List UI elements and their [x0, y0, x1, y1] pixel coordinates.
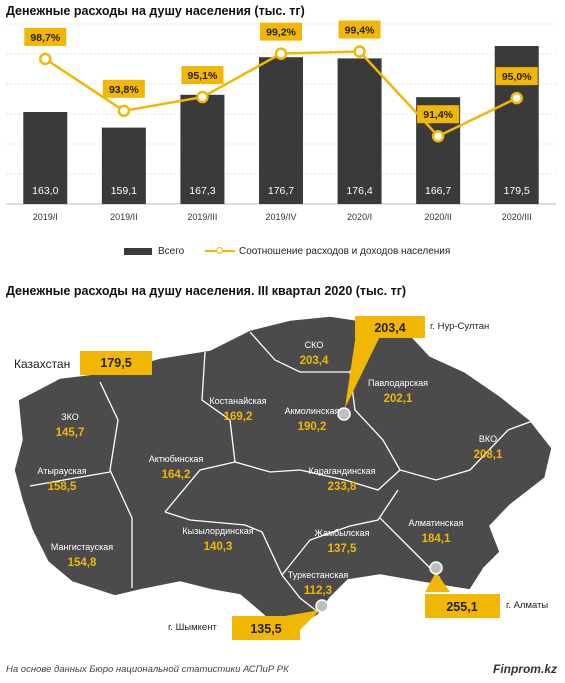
region-name: ЗКО	[61, 412, 79, 422]
brand-label: Finprom.kz	[492, 662, 557, 676]
bar	[180, 94, 225, 204]
bar-value-label: 163,0	[32, 185, 58, 197]
region-name: Алматинская	[409, 518, 464, 528]
region-name: Жамбылская	[315, 528, 370, 538]
bar	[101, 127, 146, 204]
nur-sultan-label: г. Нур-Султан	[430, 321, 490, 332]
region-name: Павлодарская	[368, 378, 428, 388]
x-tick-label: 2019/I	[33, 212, 58, 222]
ratio-label-box	[417, 105, 460, 124]
bar-value-label: 176,7	[268, 185, 294, 197]
almaty-callout	[425, 594, 500, 618]
bar	[337, 58, 382, 205]
x-tick-label: 2019/IV	[265, 212, 296, 222]
region-name: Мангистауская	[51, 542, 113, 552]
region-name: Атырауская	[37, 466, 86, 476]
almaty-label: г. Алматы	[506, 600, 549, 611]
legend: Всего Соотношение расходов и доходов нас…	[124, 246, 450, 257]
map-title: Денежные расходы на душу населения. III …	[6, 284, 407, 298]
ratio-point	[431, 129, 445, 143]
bar-value-label: 159,1	[111, 185, 137, 197]
region-name: Карагандинская	[308, 466, 375, 476]
region-name: Кызылординская	[182, 526, 253, 536]
ratio-label-box	[260, 22, 302, 41]
region-value: 164,2	[162, 469, 191, 481]
region-value: 145,7	[56, 427, 85, 439]
legend-bar-label: Всего	[158, 246, 185, 257]
bar-value-label: 167,3	[189, 185, 215, 197]
region-value: 203,4	[300, 355, 329, 367]
shymkent-pointer	[285, 610, 320, 630]
bar	[23, 112, 68, 204]
region-value: 169,2	[224, 411, 253, 423]
ratio-label-box	[338, 20, 381, 39]
shymkent-callout	[232, 616, 300, 640]
ratio-label-box	[181, 66, 224, 85]
nur-sultan-pointer	[345, 320, 388, 408]
region-value: 202,1	[384, 393, 413, 405]
x-tick-label: 2019/III	[187, 212, 217, 222]
ratio-value-label: 91,4%	[423, 109, 453, 121]
legend-line-label: Соотношение расходов и доходов населения	[239, 246, 451, 257]
region-value: 140,3	[204, 541, 233, 553]
region-name: Актюбинская	[149, 454, 204, 464]
nur-sultan-marker	[337, 407, 351, 421]
ratio-point	[39, 52, 52, 66]
x-tick-label: 2020/I	[347, 212, 372, 222]
region-labels: СКО 203,4 Костанайская 169,2 Акмолинская 190,…	[37, 340, 503, 597]
region-name: Акмолинская	[285, 406, 340, 416]
chart-title: Денежные расходы на душу населения (тыс.…	[6, 4, 305, 18]
x-tick-label: 2019/II	[110, 212, 138, 222]
bar	[259, 57, 303, 205]
ratio-value-label: 93,8%	[109, 84, 139, 96]
legend-bar-swatch	[124, 247, 152, 255]
almaty-pointer	[425, 572, 450, 592]
legend-line-swatch	[205, 247, 236, 255]
source-note: На основе данных Бюро национальной стати…	[6, 664, 289, 675]
almaty-value: 255,1	[446, 600, 477, 614]
region-value: 154,8	[68, 557, 97, 569]
region-value: 158,5	[48, 481, 77, 493]
nur-sultan-value: 203,4	[374, 321, 405, 335]
ratio-label-box	[102, 79, 145, 98]
region-value: 184,1	[422, 533, 451, 545]
region-borders	[29, 331, 536, 613]
ratio-point	[353, 45, 366, 58]
ratio-value-label: 95,1%	[188, 70, 218, 82]
shymkent-label: г. Шымкент	[168, 622, 217, 633]
almaty-marker	[429, 561, 443, 575]
x-tick-label: 2020/III	[502, 212, 532, 222]
region-value: 137,5	[328, 543, 357, 555]
region-name: Туркестанская	[288, 570, 349, 580]
ratio-value-label: 99,2%	[266, 27, 296, 39]
kazakhstan-label: Казахстан	[14, 357, 71, 371]
bar-value-label: 166,7	[425, 185, 451, 197]
ratio-label-box	[495, 67, 538, 86]
ratio-value-label: 99,4%	[345, 25, 375, 37]
ratio-label-box	[24, 27, 67, 46]
region-name: ВКО	[479, 434, 497, 444]
shymkent-marker	[315, 599, 329, 613]
region-name: СКО	[305, 340, 324, 350]
region-value: 112,3	[304, 585, 332, 597]
bar-value-label: 176,4	[346, 185, 372, 197]
bar-value-label: 179,5	[504, 185, 530, 197]
region-value: 233,8	[328, 481, 357, 493]
ratio-point	[196, 90, 209, 104]
region-value: 208,1	[474, 449, 503, 461]
ratio-value-label: 95,0%	[502, 71, 532, 83]
nur-sultan-callout	[355, 316, 425, 338]
ratio-point	[274, 47, 288, 60]
x-tick-label: 2020/II	[424, 212, 452, 222]
region-name: Костанайская	[209, 396, 266, 406]
kazakhstan-value: 179,5	[80, 351, 152, 375]
ratio-value-label: 98,7%	[30, 32, 60, 44]
ratio-point	[510, 91, 523, 105]
country-shape	[13, 315, 553, 629]
shymkent-value: 135,5	[250, 622, 281, 636]
bar-line-chart: 163,0 2019/I 159,1 2019/II 167,3 2019/III 176,…	[6, 20, 556, 222]
ratio-point	[117, 104, 131, 118]
region-value: 190,2	[298, 421, 327, 433]
